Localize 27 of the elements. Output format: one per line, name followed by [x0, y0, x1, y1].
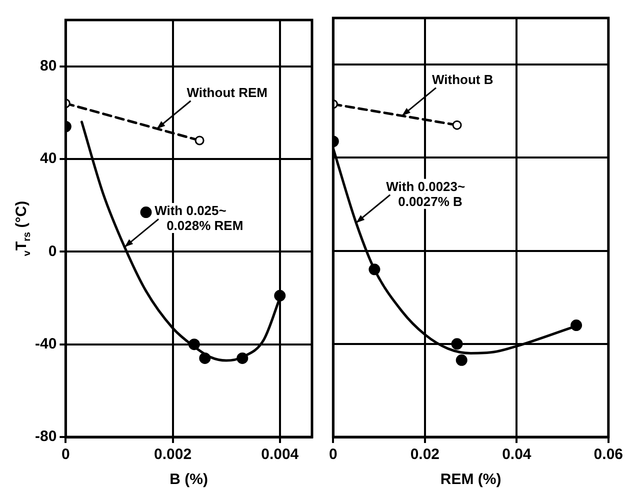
annotation: With 0.025~ 0.028% REM: [154, 203, 244, 234]
y-tick-label: 40: [40, 150, 57, 168]
point: [456, 354, 468, 366]
x-axis-title: B (%): [170, 471, 208, 488]
x-tick-label: 0: [329, 446, 338, 464]
y-axis-title: vTrs (°C): [13, 200, 33, 256]
point: [188, 338, 200, 350]
x-tick-label: 0.04: [502, 446, 532, 464]
point: [236, 352, 248, 364]
annotation: Without B: [432, 72, 494, 87]
x-tick-label: 0.002: [154, 446, 192, 464]
x-tick-label: 0.06: [594, 446, 624, 464]
point: [140, 206, 152, 218]
point: [274, 290, 286, 302]
x-tick-label: 0.004: [261, 446, 300, 464]
annotation: Without REM: [186, 84, 268, 100]
y-tick-label: -40: [34, 335, 57, 352]
y-tick-label: 0: [48, 242, 57, 260]
x-tick-label: 0.02: [410, 446, 440, 464]
y-tick-label: -80: [34, 428, 57, 446]
point: [451, 338, 463, 350]
annotation: With 0.0023~ 0.0027% B: [386, 178, 466, 209]
point: [368, 264, 380, 276]
x-tick-label: 0: [62, 446, 70, 464]
y-tick-label: 80: [40, 57, 57, 74]
x-axis-title: REM (%): [440, 471, 502, 488]
point: [199, 352, 211, 364]
